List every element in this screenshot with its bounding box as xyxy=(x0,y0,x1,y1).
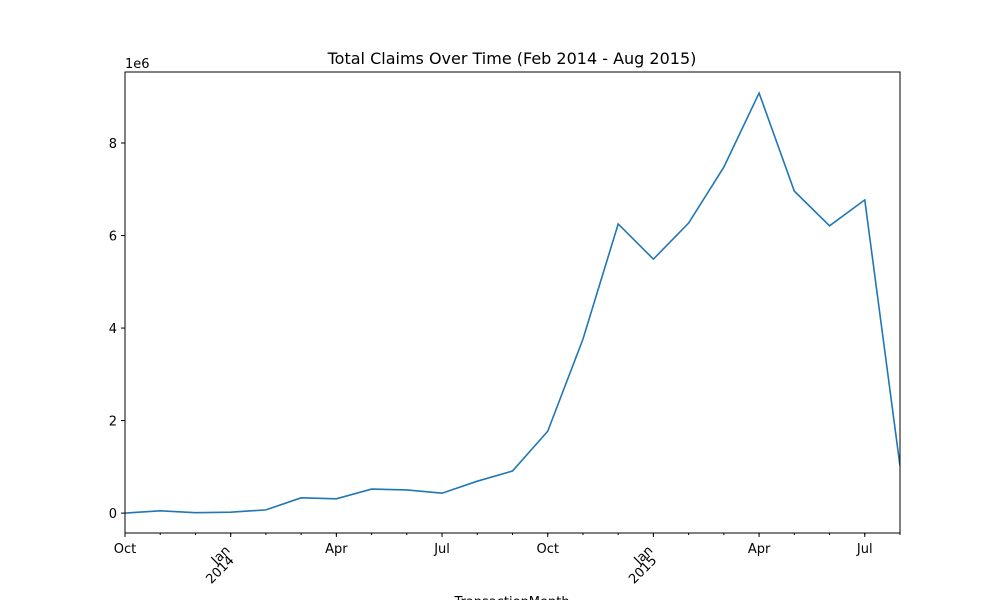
x-tick-label: Jul xyxy=(856,542,873,557)
y-offset-label: 1e6 xyxy=(125,57,150,72)
x-tick-label: Oct xyxy=(536,542,558,557)
x-tick-label: Oct xyxy=(114,542,136,557)
y-tick-label: 6 xyxy=(109,230,117,245)
y-tick-label: 2 xyxy=(109,415,117,430)
y-tick-label: 4 xyxy=(109,322,117,337)
y-tick-label: 0 xyxy=(109,507,117,522)
x-tick-label: Apr xyxy=(748,542,771,557)
y-tick-label: 8 xyxy=(109,137,117,152)
x-axis-label: TransactionMonth xyxy=(453,595,569,600)
x-tick-label: Apr xyxy=(325,542,348,557)
chart-title: Total Claims Over Time (Feb 2014 - Aug 2… xyxy=(327,49,697,68)
x-tick-label: Jul xyxy=(433,542,450,557)
plot-frame xyxy=(124,71,901,534)
data-line xyxy=(125,90,900,514)
